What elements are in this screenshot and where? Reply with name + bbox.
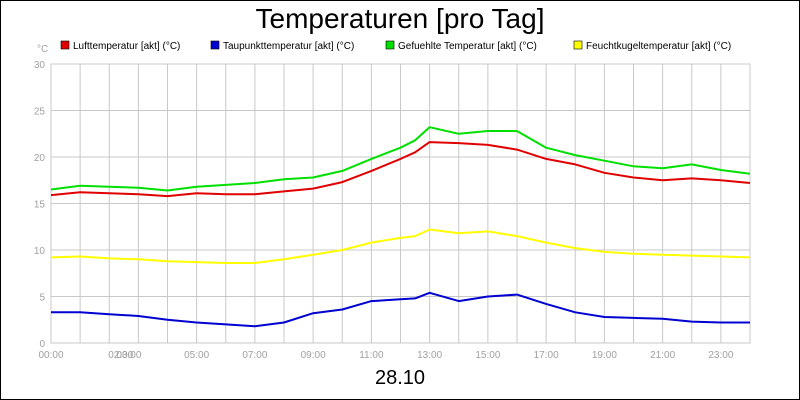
legend-swatch [210,40,220,50]
legend-label: Lufttemperatur [akt] (°C) [73,41,180,52]
y-tick-label: 10 [34,246,46,257]
series-lines [50,126,751,328]
plot-border [50,63,751,344]
y-tick-label: 15 [34,200,46,211]
y-tick-label: 5 [39,293,45,304]
series-line-2 [50,126,751,192]
series-line-3 [50,228,751,264]
legend-label: Gefuehlte Temperatur [akt] (°C) [398,41,537,52]
series-line-1 [51,291,750,328]
y-tick-label: 0 [39,339,45,350]
x-tick-label: 15:00 [475,350,500,361]
legend-swatch [573,40,583,50]
y-ticks: 0 5 10 15 20 25 30 [34,60,46,350]
chart-title: Temperaturen [pro Tag] [255,3,545,34]
x-tick-label: 07:00 [242,350,267,361]
y-tick-label: 30 [34,60,46,71]
y-axis-label: °C [37,44,48,55]
y-tick-label: 20 [34,153,46,164]
grid [50,63,751,344]
x-tick-label: 13:00 [417,350,442,361]
axes [50,63,751,344]
x-tick-label: 03:00 [116,350,141,361]
x-tick-label: 09:00 [301,350,326,361]
legend-swatch [385,40,395,50]
x-tick-label: 05:00 [184,350,209,361]
y-tick-label: 25 [34,107,46,118]
date-label: 28.10 [374,367,426,389]
legend: Lufttemperatur [akt] (°C) Taupunkttempera… [60,40,731,52]
x-tick-label: 17:00 [534,350,559,361]
legend-swatch [60,40,70,50]
legend-label: Feuchtkugeltemperatur [akt] (°C) [586,41,731,52]
x-tick-label: 02:00 [108,350,133,361]
x-tick-label: 11:00 [359,350,384,361]
series-line-0 [50,141,751,198]
x-tick-label: 00:00 [38,350,63,361]
x-tick-label: 19:00 [592,350,617,361]
x-tick-label: 23:00 [708,350,733,361]
x-tick-label: 21:00 [650,350,675,361]
legend-label: Taupunkttemperatur [akt] (°C) [223,41,354,52]
